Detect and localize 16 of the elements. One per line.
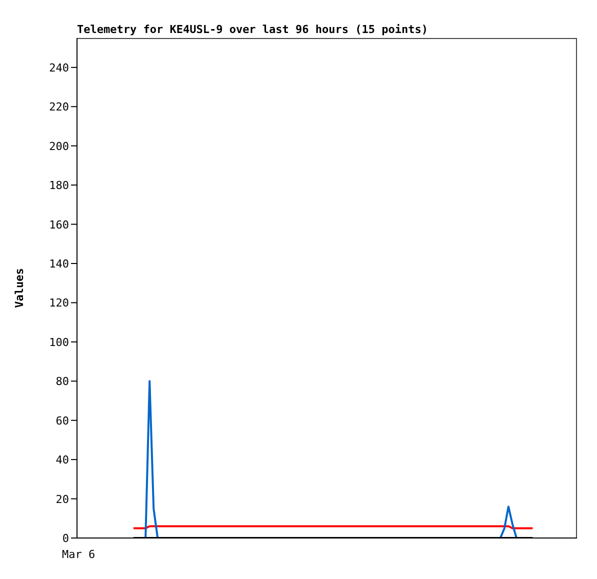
y-tick-label: 180 [49, 179, 69, 192]
y-tick-label: 220 [49, 100, 69, 114]
y-axis-title: Values [12, 268, 26, 308]
y-tick-label: 240 [49, 61, 69, 74]
y-tick-label: 120 [49, 296, 69, 310]
chart-title: Telemetry for KE4USL-9 over last 96 hours (15 points) [77, 23, 428, 36]
y-tick-label: 80 [56, 375, 69, 388]
y-tick-label: 160 [49, 218, 69, 232]
y-tick-label: 60 [56, 414, 69, 428]
y-tick-label: 140 [49, 257, 69, 270]
y-tick-label: 200 [49, 140, 69, 153]
y-tick-label: 100 [49, 336, 69, 349]
y-tick-label: 40 [56, 454, 69, 467]
y-tick-label: 20 [56, 492, 69, 506]
y-tick-label: 0 [62, 532, 69, 545]
text: Mar 6 [62, 548, 96, 561]
